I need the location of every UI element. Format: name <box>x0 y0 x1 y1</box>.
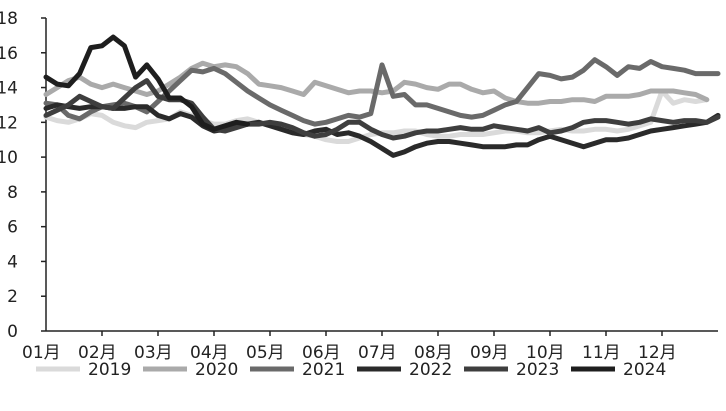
x-tick-label: 09月 <box>470 343 509 363</box>
legend-label: 2020 <box>195 360 238 380</box>
x-tick-label: 12月 <box>638 343 677 363</box>
series-line-2021 <box>43 57 721 127</box>
legend-label: 2019 <box>88 360 131 380</box>
legend: 2019 2020 2021 2022 2023 2024 <box>36 360 666 380</box>
plot-area <box>43 34 721 158</box>
legend-label: 2021 <box>302 360 345 380</box>
y-tick-label: 4 <box>7 252 18 272</box>
y-tick-label: 12 <box>0 113 18 133</box>
x-tick-label: 04月 <box>190 343 229 363</box>
series-line-2022 <box>43 102 721 158</box>
y-tick-label: 16 <box>0 44 18 64</box>
x-tick-label: 03月 <box>134 343 173 363</box>
legend-label: 2023 <box>516 360 559 380</box>
axes: 0 2 4 6 8 10 12 14 16 18 01月 02月 03月 04月 05月 06月 07月 08月 0… <box>0 9 718 363</box>
y-tick-label: 18 <box>0 9 18 29</box>
legend-label: 2024 <box>623 360 666 380</box>
y-tick-label: 10 <box>0 148 18 168</box>
x-tick-label: 06月 <box>302 343 341 363</box>
x-tick-label: 07月 <box>358 343 397 363</box>
series-line-2023 <box>43 78 721 141</box>
x-tick-label: 08月 <box>414 343 453 363</box>
series-line-2024 <box>43 34 251 132</box>
x-tick-label: 05月 <box>246 343 285 363</box>
x-tick-label: 01月 <box>22 343 61 363</box>
y-tick-label: 8 <box>7 183 18 203</box>
x-tick-label: 10月 <box>526 343 565 363</box>
y-tick-label: 6 <box>7 218 18 238</box>
x-tick-label: 11月 <box>582 343 621 363</box>
x-tick-label: 02月 <box>78 343 117 363</box>
y-tick-label: 0 <box>7 322 18 342</box>
y-tick-label: 2 <box>7 287 18 307</box>
legend-label: 2022 <box>409 360 452 380</box>
y-tick-label: 14 <box>0 79 18 99</box>
